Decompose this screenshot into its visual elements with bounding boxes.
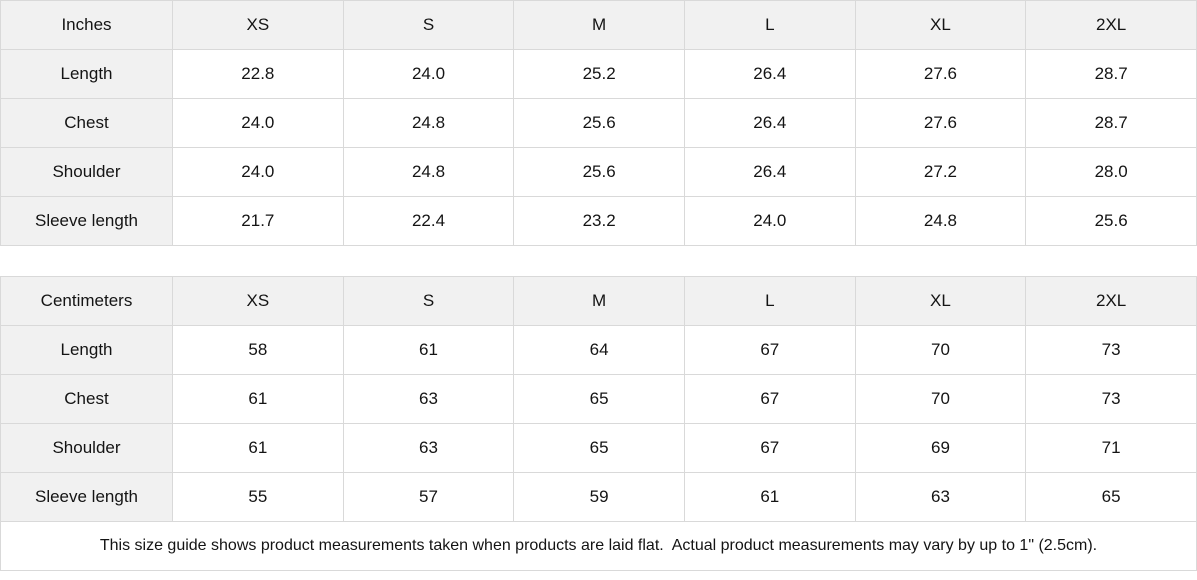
measurement-cell: 69 <box>854 423 1027 473</box>
row-label: Sleeve length <box>0 196 173 246</box>
measurement-cell: 73 <box>1025 374 1197 424</box>
measurement-cell: 73 <box>1025 325 1197 375</box>
measurement-cell: 27.6 <box>854 98 1027 148</box>
measurement-cell: 63 <box>854 472 1027 522</box>
table-row: Length 22.8 24.0 25.2 26.4 27.6 28.7 <box>0 49 1197 99</box>
measurement-cell: 61 <box>683 472 856 522</box>
measurement-cell: 22.4 <box>342 196 515 246</box>
column-header-xl: XL <box>854 0 1027 50</box>
measurement-cell: 59 <box>513 472 685 522</box>
measurement-cell: 28.7 <box>1025 49 1197 99</box>
row-label: Length <box>0 49 173 99</box>
measurement-cell: 65 <box>513 423 685 473</box>
column-header-xl: XL <box>854 276 1027 326</box>
measurement-cell: 71 <box>1025 423 1197 473</box>
table-row: Sleeve length 21.7 22.4 23.2 24.0 24.8 2… <box>0 196 1197 246</box>
measurement-cell: 63 <box>342 374 515 424</box>
measurement-cell: 64 <box>513 325 685 375</box>
measurement-cell: 24.8 <box>342 98 515 148</box>
measurement-cell: 26.4 <box>683 147 856 197</box>
inches-table: Inches XS S M L XL 2XL Length 22.8 24.0 … <box>0 0 1197 246</box>
measurement-cell: 67 <box>683 325 856 375</box>
measurement-cell: 57 <box>342 472 515 522</box>
measurement-cell: 26.4 <box>683 49 856 99</box>
measurement-cell: 27.2 <box>854 147 1027 197</box>
measurement-cell: 24.0 <box>172 98 344 148</box>
measurement-cell: 67 <box>683 423 856 473</box>
column-header-l: L <box>683 276 856 326</box>
table-row: Chest 61 63 65 67 70 73 <box>0 374 1197 424</box>
unit-header: Inches <box>0 0 173 50</box>
column-header-s: S <box>342 276 515 326</box>
unit-header: Centimeters <box>0 276 173 326</box>
measurement-cell: 24.8 <box>342 147 515 197</box>
measurement-cell: 27.6 <box>854 49 1027 99</box>
measurement-cell: 26.4 <box>683 98 856 148</box>
measurement-cell: 65 <box>1025 472 1197 522</box>
inches-header-row: Inches XS S M L XL 2XL <box>0 0 1197 50</box>
column-header-s: S <box>342 0 515 50</box>
measurement-cell: 28.0 <box>1025 147 1197 197</box>
row-label: Length <box>0 325 173 375</box>
measurement-cell: 24.0 <box>683 196 856 246</box>
table-row: Sleeve length 55 57 59 61 63 65 <box>0 472 1197 522</box>
measurement-cell: 25.6 <box>513 98 685 148</box>
measurement-cell: 25.6 <box>1025 196 1197 246</box>
measurement-cell: 28.7 <box>1025 98 1197 148</box>
row-label: Chest <box>0 374 173 424</box>
measurement-cell: 65 <box>513 374 685 424</box>
measurement-cell: 70 <box>854 325 1027 375</box>
measurement-cell: 21.7 <box>172 196 344 246</box>
measurement-cell: 61 <box>172 423 344 473</box>
measurement-cell: 61 <box>172 374 344 424</box>
measurement-cell: 24.0 <box>342 49 515 99</box>
row-label: Chest <box>0 98 173 148</box>
measurement-cell: 22.8 <box>172 49 344 99</box>
measurement-cell: 61 <box>342 325 515 375</box>
column-header-xs: XS <box>172 276 344 326</box>
measurement-cell: 55 <box>172 472 344 522</box>
measurement-cell: 24.0 <box>172 147 344 197</box>
footer-note-row: This size guide shows product measuremen… <box>0 521 1197 571</box>
measurement-cell: 58 <box>172 325 344 375</box>
column-header-2xl: 2XL <box>1025 276 1197 326</box>
table-row: Shoulder 61 63 65 67 69 71 <box>0 423 1197 473</box>
table-gap <box>0 246 1197 276</box>
row-label: Shoulder <box>0 423 173 473</box>
centimeters-header-row: Centimeters XS S M L XL 2XL <box>0 276 1197 326</box>
column-header-2xl: 2XL <box>1025 0 1197 50</box>
measurement-cell: 25.6 <box>513 147 685 197</box>
table-row: Chest 24.0 24.8 25.6 26.4 27.6 28.7 <box>0 98 1197 148</box>
column-header-l: L <box>683 0 856 50</box>
table-row: Shoulder 24.0 24.8 25.6 26.4 27.2 28.0 <box>0 147 1197 197</box>
measurement-cell: 67 <box>683 374 856 424</box>
column-header-xs: XS <box>172 0 344 50</box>
column-header-m: M <box>513 276 685 326</box>
measurement-cell: 24.8 <box>854 196 1027 246</box>
measurement-cell: 63 <box>342 423 515 473</box>
measurement-cell: 70 <box>854 374 1027 424</box>
table-row: Length 58 61 64 67 70 73 <box>0 325 1197 375</box>
row-label: Sleeve length <box>0 472 173 522</box>
measurement-cell: 25.2 <box>513 49 685 99</box>
measurement-cell: 23.2 <box>513 196 685 246</box>
row-label: Shoulder <box>0 147 173 197</box>
centimeters-table: Centimeters XS S M L XL 2XL Length 58 61… <box>0 276 1197 571</box>
size-guide-note: This size guide shows product measuremen… <box>0 521 1197 571</box>
column-header-m: M <box>513 0 685 50</box>
